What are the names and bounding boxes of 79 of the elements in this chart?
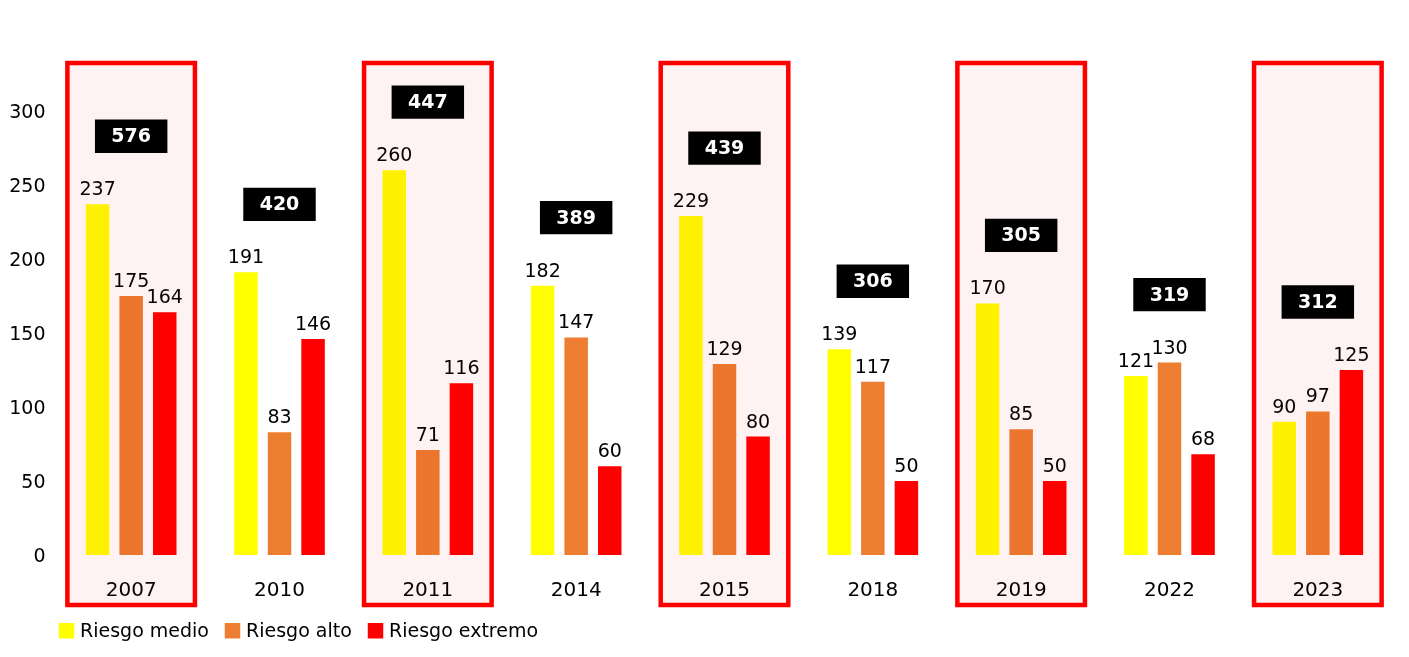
data-label: 237 bbox=[79, 177, 116, 200]
bar bbox=[1009, 429, 1033, 555]
bar bbox=[1157, 362, 1182, 555]
x-tick-label: 2018 bbox=[847, 576, 899, 601]
data-label: 68 bbox=[1190, 427, 1216, 450]
bar bbox=[1272, 421, 1297, 555]
bar bbox=[1042, 481, 1067, 555]
legend-label: Riesgo extremo bbox=[389, 618, 539, 641]
data-label: 125 bbox=[1333, 343, 1370, 365]
total-label: 389 bbox=[556, 205, 596, 228]
bar bbox=[267, 432, 292, 555]
data-label: 117 bbox=[854, 354, 891, 377]
bar bbox=[1306, 411, 1330, 555]
bar bbox=[1339, 370, 1364, 555]
x-tick-label: 2019 bbox=[995, 576, 1047, 601]
bar bbox=[119, 296, 143, 555]
bar bbox=[301, 338, 325, 555]
total-label: 420 bbox=[259, 192, 300, 215]
data-label: 170 bbox=[969, 276, 1006, 299]
data-label: 260 bbox=[376, 143, 413, 166]
bar bbox=[975, 303, 1000, 555]
total-label: 576 bbox=[111, 124, 151, 147]
y-tick-label: 250 bbox=[9, 173, 46, 196]
data-label: 50 bbox=[1042, 454, 1067, 476]
data-label: 71 bbox=[415, 422, 440, 445]
x-tick-label: 2010 bbox=[254, 576, 305, 601]
data-label: 50 bbox=[894, 454, 919, 476]
bar bbox=[861, 381, 885, 555]
data-label: 97 bbox=[1305, 384, 1330, 407]
bar bbox=[746, 436, 770, 555]
bar bbox=[234, 272, 258, 555]
y-tick-label: 100 bbox=[9, 395, 46, 418]
data-label: 80 bbox=[745, 409, 771, 432]
legend-label: Riesgo alto bbox=[246, 618, 352, 641]
bar bbox=[894, 481, 919, 555]
bar bbox=[85, 204, 110, 555]
x-tick-label: 2022 bbox=[1144, 576, 1195, 601]
data-label: 139 bbox=[821, 322, 858, 345]
bar bbox=[449, 383, 474, 555]
data-label: 90 bbox=[1272, 394, 1297, 417]
x-tick-label: 2011 bbox=[402, 576, 454, 601]
x-tick-label: 2014 bbox=[550, 576, 602, 601]
data-label: 85 bbox=[1009, 402, 1034, 425]
data-label: 116 bbox=[443, 356, 480, 379]
data-label: 129 bbox=[706, 337, 743, 360]
bar bbox=[712, 364, 737, 555]
bar bbox=[564, 337, 588, 555]
bar bbox=[152, 312, 177, 555]
total-label: 305 bbox=[1001, 223, 1041, 246]
bar bbox=[416, 449, 440, 555]
bar bbox=[1191, 454, 1215, 555]
data-label: 164 bbox=[146, 285, 183, 308]
bar bbox=[827, 349, 852, 555]
data-label: 191 bbox=[227, 245, 265, 268]
bar bbox=[679, 216, 703, 555]
y-tick-label: 0 bbox=[33, 543, 46, 566]
x-tick-label: 2015 bbox=[699, 576, 750, 601]
data-label: 182 bbox=[524, 258, 561, 281]
total-label: 439 bbox=[704, 136, 745, 159]
total-label: 306 bbox=[853, 269, 893, 292]
bar bbox=[597, 466, 622, 555]
bar bbox=[382, 170, 407, 555]
total-label: 319 bbox=[1149, 282, 1190, 305]
data-label: 146 bbox=[294, 311, 332, 334]
total-label: 447 bbox=[408, 90, 448, 113]
bar bbox=[1124, 375, 1148, 555]
total-label: 312 bbox=[1298, 290, 1338, 312]
y-tick-label: 300 bbox=[9, 99, 46, 122]
x-tick-label: 2007 bbox=[105, 576, 157, 601]
data-label: 229 bbox=[672, 189, 710, 212]
data-label: 147 bbox=[558, 310, 595, 333]
bar bbox=[530, 285, 555, 555]
x-tick-label: 2023 bbox=[1292, 576, 1344, 601]
data-label: 60 bbox=[597, 439, 622, 462]
y-tick-label: 200 bbox=[9, 247, 46, 270]
y-tick-label: 50 bbox=[21, 469, 46, 492]
legend-label: Riesgo medio bbox=[80, 618, 209, 641]
data-label: 83 bbox=[267, 405, 292, 428]
y-tick-label: 150 bbox=[9, 321, 46, 344]
